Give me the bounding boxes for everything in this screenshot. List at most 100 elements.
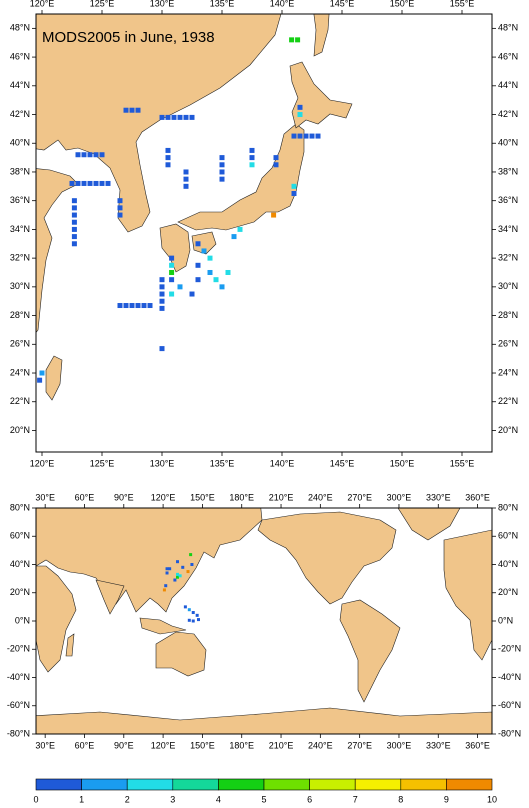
x-tick-label: 140°E (270, 458, 295, 468)
observation (177, 284, 183, 290)
observation (165, 155, 171, 161)
x-tick-label: 60°E (75, 740, 95, 750)
observation (187, 608, 191, 612)
observation (169, 262, 175, 268)
y-tick-label: 38°N (498, 166, 518, 176)
observation (191, 619, 195, 623)
observation (69, 180, 75, 186)
observation (173, 578, 177, 582)
y-tick-label: -40°N (498, 672, 521, 682)
colorbar-label: 10 (487, 794, 497, 804)
x-tick-label: 180°E (229, 492, 254, 502)
colorbar-bin (81, 778, 128, 791)
y-tick-label: 0°N (15, 615, 30, 625)
observation (129, 303, 135, 309)
observation (169, 255, 175, 261)
x-tick-label: 120°E (30, 0, 55, 8)
x-tick-label: 180°E (229, 740, 254, 750)
y-tick-label: 48°N (498, 23, 518, 33)
x-tick-label: 270°E (347, 492, 372, 502)
observation (71, 205, 77, 211)
observation (297, 112, 303, 118)
y-tick-label: -60°N (498, 700, 521, 710)
colorbar-bin (354, 778, 402, 791)
asia-mainland (36, 14, 282, 233)
colorbar-label: 5 (261, 794, 266, 804)
sakhalin (313, 14, 330, 57)
y-tick-label: -80°N (7, 728, 30, 738)
observation (271, 212, 277, 218)
x-tick-label: 150°E (190, 492, 215, 502)
observation (117, 198, 123, 204)
honshu (177, 123, 305, 231)
y-tick-label: -20°N (7, 644, 30, 654)
y-tick-label: 22°N (10, 396, 30, 406)
observation (187, 618, 191, 622)
colorbar-label: 3 (170, 794, 175, 804)
observation (129, 107, 135, 113)
observation (191, 611, 195, 615)
observation (207, 269, 213, 275)
x-tick-label: 120°E (30, 458, 55, 468)
observation (147, 303, 153, 309)
x-tick-label: 270°E (347, 740, 372, 750)
india (95, 579, 125, 615)
y-tick-label: 20°N (498, 425, 518, 435)
observation (183, 169, 189, 175)
observation (165, 114, 171, 120)
observation (71, 212, 77, 218)
observation (93, 152, 99, 158)
africa (36, 565, 77, 673)
y-tick-label: 40°N (498, 138, 518, 148)
indonesia (139, 617, 187, 635)
colorbar-bin (218, 778, 265, 791)
greenland (397, 508, 461, 541)
colorbar-bin (446, 778, 493, 791)
observation (183, 176, 189, 182)
observation (176, 575, 180, 579)
observation (135, 107, 141, 113)
observation (99, 152, 105, 158)
y-tick-label: 44°N (498, 80, 518, 90)
top-map-land (36, 14, 353, 401)
observation (162, 588, 166, 592)
taiwan (45, 355, 63, 401)
madagascar (65, 633, 75, 657)
x-tick-label: 130°E (150, 0, 175, 8)
observation (71, 219, 77, 225)
observation (249, 155, 255, 161)
observation (189, 291, 195, 297)
y-tick-label: 28°N (10, 310, 30, 320)
observation (123, 107, 129, 113)
observation (295, 37, 301, 43)
observation (177, 114, 183, 120)
observation (159, 298, 165, 304)
y-tick-label: 38°N (10, 166, 30, 176)
observation (159, 346, 165, 352)
x-tick-label: 330°E (426, 492, 451, 502)
observation (117, 212, 123, 218)
observation (231, 234, 237, 240)
observation (71, 198, 77, 204)
y-tick-label: 36°N (498, 195, 518, 205)
y-tick-label: 34°N (10, 224, 30, 234)
observation (273, 155, 279, 161)
observation (99, 180, 105, 186)
north-america (257, 511, 397, 605)
colorbar-bin (309, 778, 356, 791)
y-tick-label: -40°N (7, 672, 30, 682)
observation (195, 613, 199, 617)
observation (195, 241, 201, 247)
x-tick-label: 330°E (426, 740, 451, 750)
observation (159, 277, 165, 283)
observation (135, 303, 141, 309)
observation (289, 37, 295, 43)
observation (291, 183, 297, 189)
observation (87, 180, 93, 186)
observation (219, 284, 225, 290)
observation (219, 162, 225, 168)
observation (165, 162, 171, 168)
observation (178, 574, 182, 578)
y-tick-label: 40°N (10, 559, 30, 569)
observation (169, 277, 175, 283)
